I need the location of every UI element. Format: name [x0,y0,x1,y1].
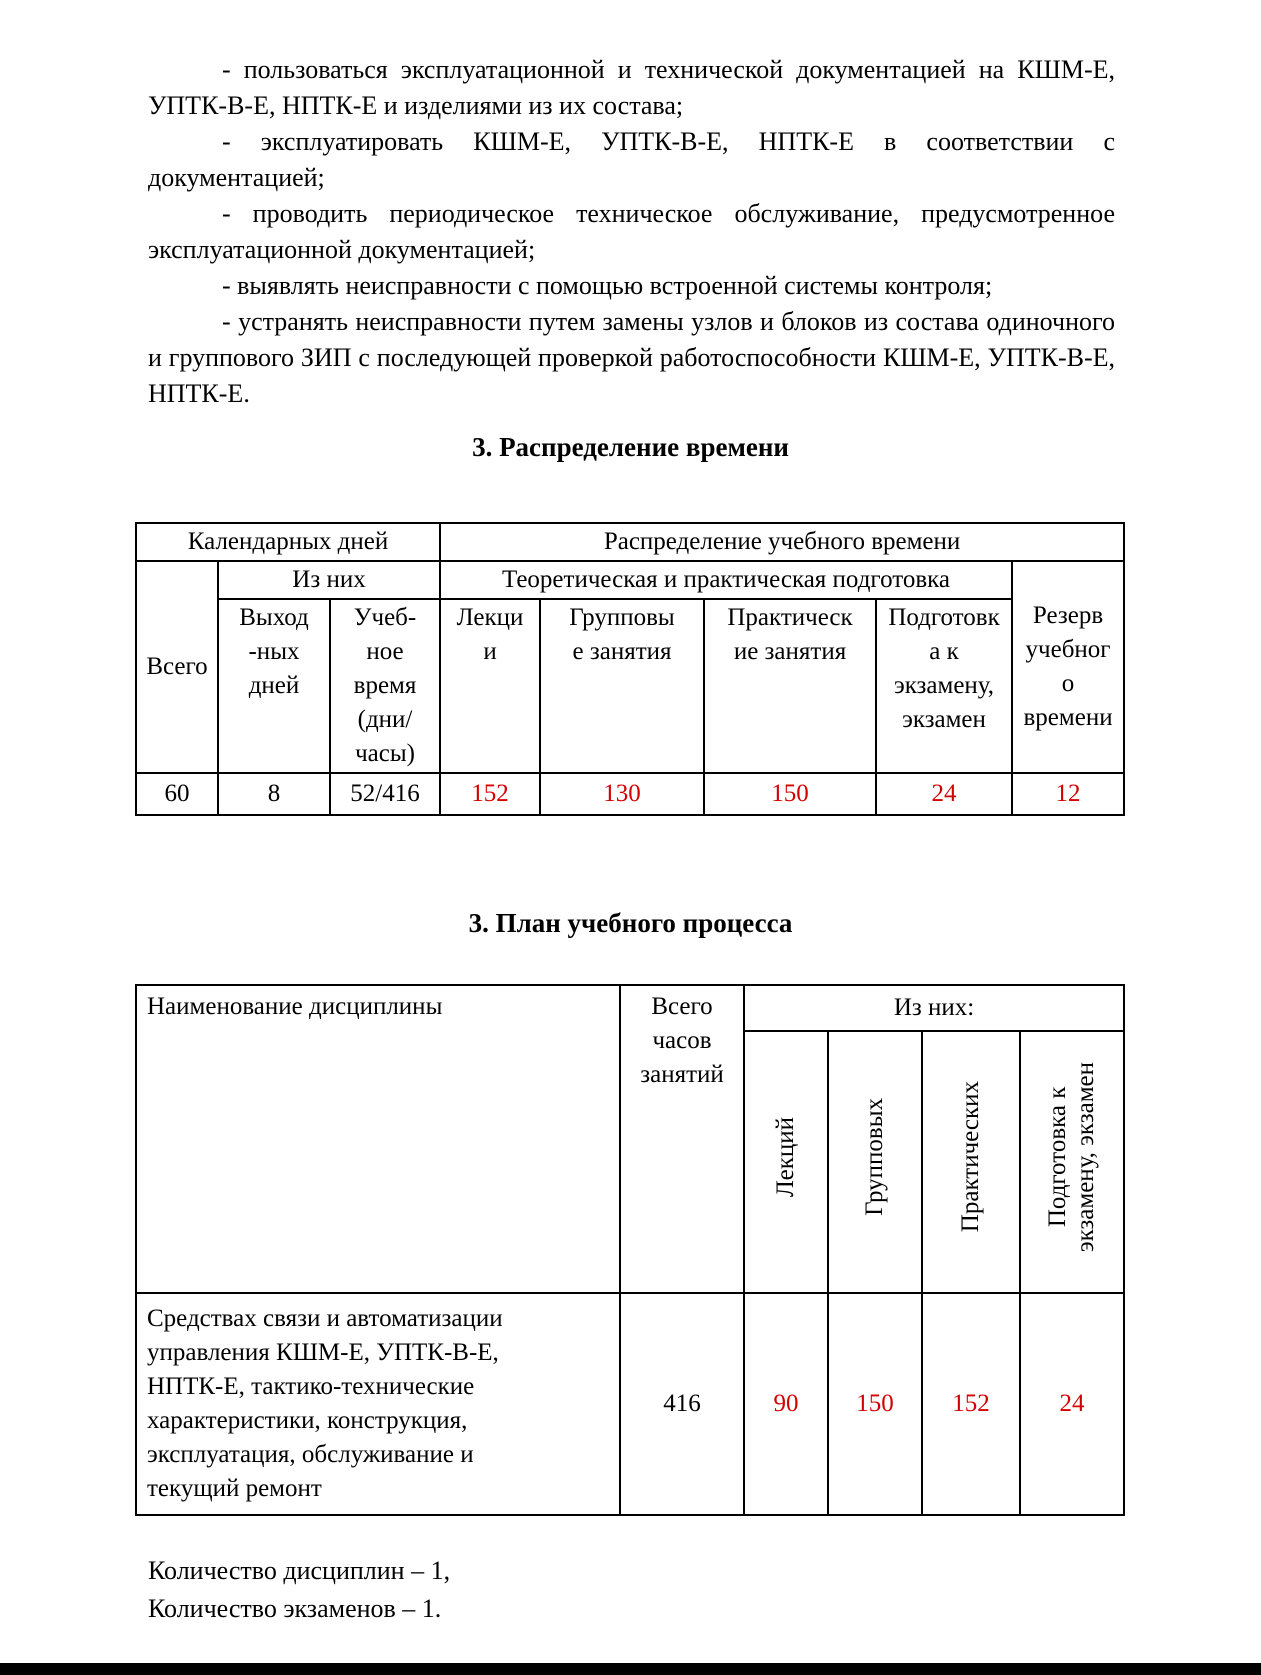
table-row: Наименование дисциплины Всего часов заня… [135,984,1126,1294]
value-lectures: 152 [439,772,542,816]
header-practical-lessons: Практическ ие занятия [703,598,878,774]
header-weekend-days: Выход -ных дней [217,598,331,774]
header-study-time: Учеб- ное время (дни/ часы) [328,598,442,774]
value-discipline-name: Средствах связи и автоматизации управлен… [135,1292,621,1516]
value-weekend-days: 8 [217,772,331,816]
header-time-distribution: Распределение учебного времени [439,522,1126,562]
value-total-hours: 416 [619,1292,745,1516]
intro-paragraph: - устранять неисправности путем замены у… [148,307,1115,408]
header-total-hours: Всего часов занятий [619,984,745,1294]
value-practical-lessons: 152 [921,1292,1021,1516]
footer-summary: Количество дисциплин – 1, Количество экз… [148,1552,1115,1628]
header-reserve: Резерв учебног о времени [1011,560,1126,774]
table-row: Выход -ных дней Учеб- ное время (дни/ ча… [136,598,1124,774]
header-exam-prep-rotated: Подготовка к экзамену, экзамен [1018,1030,1126,1294]
header-practical-rotated: Практических [921,1030,1021,1294]
study-plan-table: Наименование дисциплины Всего часов заня… [135,984,1126,1516]
header-lectures: Лекци и [439,598,542,774]
table-row: Всего Из них Теоретическая и практическа… [135,560,1126,774]
value-reserve: 12 [1011,772,1126,816]
intro-paragraph: - выявлять неисправности с помощью встро… [222,271,993,300]
value-exam-prep: 24 [875,772,1014,816]
header-of-them: Из них [216,560,442,600]
header-group-rotated: Групповых [827,1030,923,1294]
discipline-count-line: Количество дисциплин – 1, [148,1556,451,1585]
value-practical-lessons: 150 [703,772,878,816]
value-exam-prep: 24 [1018,1292,1126,1516]
table-row: Средствах связи и автоматизации управлен… [135,1292,1126,1516]
header-calendar-days: Календарных дней [134,522,442,562]
header-group-lessons: Групповы е занятия [539,598,706,774]
section-title-study-plan: 3. План учебного процесса [468,908,793,938]
rotated-label: Групповых [861,1098,888,1216]
header-lectures-rotated: Лекций [743,1030,829,1294]
header-theory-practice: Теоретическая и практическая подготовка [439,560,1014,600]
table-row: 60 8 52/416 152 130 150 24 12 [135,772,1126,816]
value-total-days: 60 [135,772,219,816]
header-discipline-name: Наименование дисциплины [135,984,621,1294]
value-group-lessons: 150 [827,1292,923,1516]
header-exam-prep: Подготовк а к экзамену, экзамен [875,598,1014,774]
table-row: Календарных дней Распределение учебного … [134,522,1126,562]
intro-text-block: - пользоваться эксплуатационной и технич… [0,0,1261,412]
rotated-label: Лекций [772,1116,799,1198]
section-title-time-distribution: 3. Распределение времени [472,432,789,462]
table-row: Лекций Групповых Практических Подготовка… [136,1030,1126,1294]
exam-count-line: Количество экзаменов – 1. [148,1594,442,1623]
rotated-label: Практических [957,1081,984,1233]
intro-paragraph: - пользоваться эксплуатационной и технич… [148,55,1115,120]
intro-paragraph: - эксплуатировать КШМ-Е, УПТК-В-Е, НПТК-… [148,127,1115,192]
intro-paragraph: - проводить периодическое техническое об… [148,199,1115,264]
value-study-time: 52/416 [328,772,442,816]
header-of-them: Из них: [742,984,1126,1032]
time-distribution-table: Календарных дней Распределение учебного … [134,522,1126,816]
value-group-lessons: 130 [539,772,706,816]
value-lectures: 90 [743,1292,829,1516]
rotated-label: Подготовка к экзамену, экзамен [1044,1061,1099,1253]
scan-edge-bar [0,1663,1261,1675]
header-total: Всего [135,560,219,774]
